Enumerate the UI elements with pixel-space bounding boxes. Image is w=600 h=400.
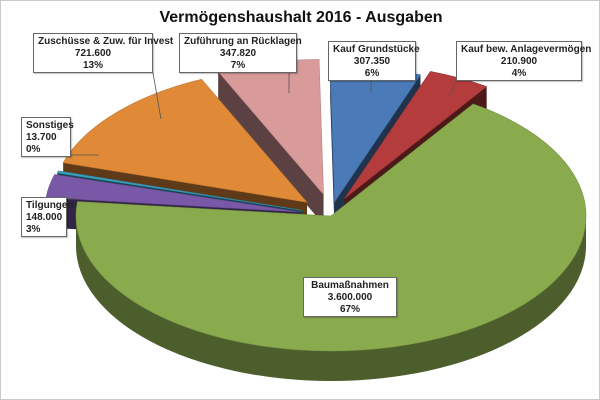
label-leaders [67,72,457,200]
data-label-value: 13.700 [26,132,57,143]
pie-tops [45,59,587,352]
data-label-percent: 0% [26,144,41,155]
data-label: Kauf bew. Anlagevermögen 210.900 4% [456,41,592,81]
data-label-name: Baumaßnahmen [311,280,389,291]
data-label-name: Kauf Grundstücke [333,44,420,55]
pie-slice-bauma-nahmen [75,103,587,352]
label-leader-line [152,72,162,120]
data-label-value: 347.820 [219,48,257,59]
data-label-value: 307.350 [353,56,391,67]
data-label-percent: 67% [339,304,360,315]
pie-slice-side [76,216,586,381]
data-label-value: 210.900 [500,56,538,67]
data-label: Zuführung an Rücklagen 347.820 7% [179,33,302,73]
chart-title: Vermögenshaushalt 2016 - Ausgaben [159,9,443,26]
data-label-name: Kauf bew. Anlagevermögen [461,44,592,55]
data-label: Zuschüsse & Zuw. für Invest 721.600 13% [33,33,174,73]
pie-slice-sonstiges [56,170,303,211]
data-label-percent: 13% [82,60,103,71]
data-label-name: Sonstiges [26,120,74,131]
data-label-percent: 4% [511,68,527,79]
data-label-name: Tilgungen [26,200,74,211]
data-label: Sonstiges 13.700 0% [21,117,74,157]
data-label: Kauf Grundstücke 307.350 6% [328,41,420,81]
data-label-percent: 3% [26,224,41,235]
data-label-percent: 7% [230,60,246,71]
data-label-value: 148.000 [26,212,63,223]
label-leader-line [448,80,457,98]
data-label-value: 3.600.000 [327,292,373,303]
data-label-name: Zuschüsse & Zuw. für Invest [38,36,174,47]
data-label-value: 721.600 [74,48,112,59]
pie-slice-wall [218,71,324,225]
data-label: Tilgungen 148.000 3% [21,197,74,237]
data-label-name: Zuführung an Rücklagen [184,36,302,47]
data-label-percent: 6% [364,68,380,79]
data-label: Baumaßnahmen 3.600.000 67% [303,277,397,317]
